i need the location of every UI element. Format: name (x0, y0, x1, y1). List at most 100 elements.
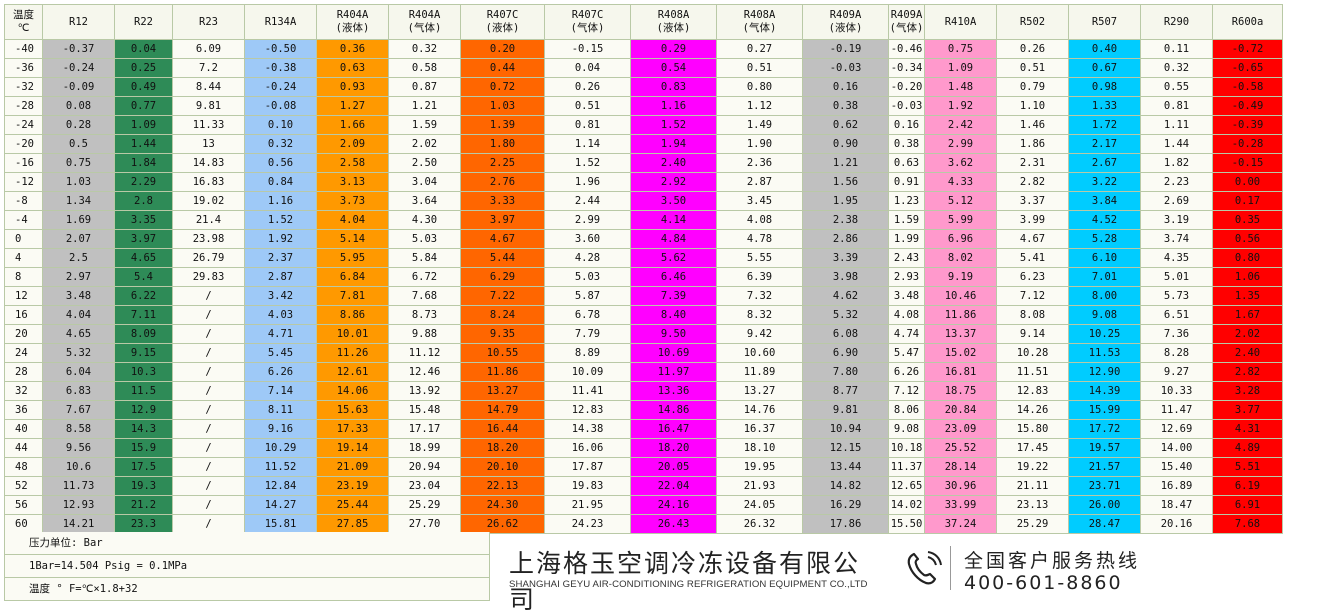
pressure-cell: 4.67 (996, 229, 1069, 249)
pressure-cell: -0.20 (888, 77, 925, 97)
pressure-cell: 5.44 (460, 248, 545, 268)
temperature-cell: -24 (4, 115, 43, 135)
table-row: 44 9.56 15.9/10.29 19.14 18.99 18.20 16.06 18.2… (4, 438, 1283, 458)
pressure-cell: 5.99 (924, 210, 997, 230)
pressure-cell: 1.03 (42, 172, 115, 192)
pressure-cell: 20.10 (460, 457, 545, 477)
pressure-cell: 19.57 (1068, 438, 1141, 458)
pressure-cell: -0.50 (244, 39, 317, 59)
pressure-cell: 17.87 (544, 457, 631, 477)
pressure-cell: 0.5 (42, 134, 115, 154)
pressure-cell: 8.24 (460, 305, 545, 325)
pressure-cell: 15.9 (114, 438, 173, 458)
pressure-cell: 2.23 (1140, 172, 1213, 192)
pressure-cell: 13.27 (716, 381, 803, 401)
pressure-cell: 8.73 (388, 305, 461, 325)
temperature-cell: -4 (4, 210, 43, 230)
unit-conversion-text: 1Bar=14.504 Psig = 0.1MPa (29, 560, 188, 572)
pressure-cell: 11.47 (1140, 400, 1213, 420)
column-header-name: R407C (571, 9, 604, 21)
pressure-cell: 10.25 (1068, 324, 1141, 344)
table-row: 4 2.5 4.65 26.79 2.37 5.95 5.84 5.44 4.28 5.62 5.5… (4, 248, 1283, 268)
pressure-cell: -0.38 (244, 58, 317, 78)
pressure-cell: 9.14 (996, 324, 1069, 344)
pressure-cell: 6.84 (316, 267, 389, 287)
pressure-cell: 25.29 (388, 495, 461, 515)
pressure-cell: 4.04 (42, 305, 115, 325)
pressure-cell: 3.48 (42, 286, 115, 306)
pressure-cell: 5.28 (1068, 229, 1141, 249)
pressure-cell: 18.10 (716, 438, 803, 458)
pressure-cell: 28.14 (924, 457, 997, 477)
pressure-cell: 19.95 (716, 457, 803, 477)
pressure-cell: 26.43 (630, 514, 717, 534)
hotline-label: 全国客户服务热线 (964, 550, 1141, 572)
pressure-cell: 20.94 (388, 457, 461, 477)
pressure-cell: 13.44 (802, 457, 889, 477)
table-row: 8 2.97 5.4 29.83 2.87 6.84 6.72 6.29 5.03 6.46 6.3… (4, 267, 1283, 287)
pressure-cell: 2.58 (316, 153, 389, 173)
pressure-cell: 2.37 (244, 248, 317, 268)
pressure-cell: 5.14 (316, 229, 389, 249)
pressure-cell: 24.30 (460, 495, 545, 515)
pressure-cell: 5.01 (1140, 267, 1213, 287)
pressure-cell: 9.15 (114, 343, 173, 363)
pressure-cell: 10.55 (460, 343, 545, 363)
pressure-cell: 29.83 (172, 267, 245, 287)
pressure-cell: 0.63 (316, 58, 389, 78)
table-row: 12 3.48 6.22/3.42 7.81 7.68 7.22 5.87 7.39 7.32 4… (4, 286, 1283, 306)
pressure-cell: 0.56 (244, 153, 317, 173)
pressure-cell: -0.58 (1212, 77, 1283, 97)
pressure-cell: 1.84 (114, 153, 173, 173)
column-header-qualifier: (气体) (742, 22, 777, 34)
pressure-cell: 2.97 (42, 267, 115, 287)
pressure-cell: 17.72 (1068, 419, 1141, 439)
pressure-cell: 8.40 (630, 305, 717, 325)
pressure-cell: 1.72 (1068, 115, 1141, 135)
pressure-cell: 10.29 (244, 438, 317, 458)
pressure-cell: 14.21 (42, 514, 115, 534)
pressure-cell: 0.72 (460, 77, 545, 97)
table-row: -32 -0.09 0.49 8.44 -0.24 0.93 0.87 0.72 0.26 0.8… (4, 77, 1283, 97)
table-row: -4 1.69 3.35 21.4 1.52 4.04 4.30 3.97 2.99 4.14 4.… (4, 210, 1283, 230)
pressure-cell: 4.35 (1140, 248, 1213, 268)
pressure-cell: 17.86 (802, 514, 889, 534)
pressure-cell: 16.44 (460, 419, 545, 439)
pressure-cell: 6.22 (114, 286, 173, 306)
pressure-cell: 24.05 (716, 495, 803, 515)
pressure-cell: 11.97 (630, 362, 717, 382)
pressure-cell: -0.19 (802, 39, 889, 59)
pressure-cell: 1.66 (316, 115, 389, 135)
pressure-cell: 2.38 (802, 210, 889, 230)
pressure-cell: 11.73 (42, 476, 115, 496)
pressure-cell: 27.85 (316, 514, 389, 534)
pressure-cell: 6.83 (42, 381, 115, 401)
pressure-cell: 7.68 (388, 286, 461, 306)
pressure-cell: 9.81 (172, 96, 245, 116)
pressure-cell: 1.82 (1140, 153, 1213, 173)
pressure-cell: 1.09 (924, 58, 997, 78)
table-row: -20 0.5 1.44 13 0.32 2.09 2.02 1.80 1.14 1.94 1.90… (4, 134, 1283, 154)
pressure-cell: 14.76 (716, 400, 803, 420)
pressure-cell: 9.08 (1068, 305, 1141, 325)
pressure-cell: 23.04 (388, 476, 461, 496)
pressure-cell: 4.28 (544, 248, 631, 268)
pressure-cell: 7.79 (544, 324, 631, 344)
temperature-cell: 4 (4, 248, 43, 268)
pressure-cell: 10.60 (716, 343, 803, 363)
pressure-cell: / (172, 514, 245, 534)
pressure-cell: 30.96 (924, 476, 997, 496)
pressure-cell: 26.32 (716, 514, 803, 534)
pressure-cell: 1.46 (996, 115, 1069, 135)
pressure-cell: 0.16 (802, 77, 889, 97)
pressure-cell: 1.52 (244, 210, 317, 230)
pressure-cell: 8.06 (888, 400, 925, 420)
pressure-cell: 1.80 (460, 134, 545, 154)
pressure-cell: 14.79 (460, 400, 545, 420)
column-header-qualifier: (液体) (335, 22, 370, 34)
table-row: 32 6.83 11.5/7.14 14.06 13.92 13.27 11.41 13.36… (4, 381, 1283, 401)
table-row: 56 12.93 21.2/14.27 25.44 25.29 24.30 21.95 24.… (4, 495, 1283, 515)
pressure-cell: 9.16 (244, 419, 317, 439)
pressure-cell: 16.83 (172, 172, 245, 192)
pressure-cell: 4.84 (630, 229, 717, 249)
